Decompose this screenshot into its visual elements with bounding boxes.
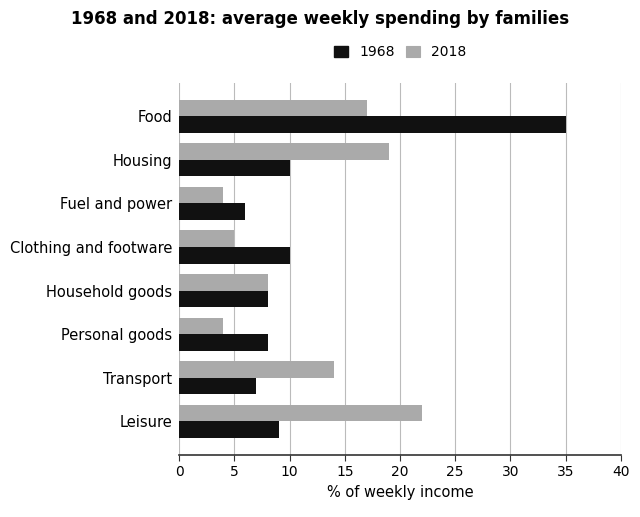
Bar	[179, 274, 268, 291]
Text: 1968 and 2018: average weekly spending by families: 1968 and 2018: average weekly spending b…	[71, 10, 569, 28]
Bar	[179, 334, 268, 351]
Bar	[179, 116, 566, 133]
Bar	[179, 421, 278, 438]
Bar	[179, 405, 422, 421]
Bar	[179, 291, 268, 307]
Bar	[179, 361, 334, 378]
Bar	[179, 143, 389, 160]
Bar	[179, 378, 257, 394]
Bar	[179, 247, 290, 264]
Legend: 1968, 2018: 1968, 2018	[330, 41, 470, 64]
Bar	[179, 187, 223, 203]
Bar	[179, 203, 246, 220]
Bar	[179, 160, 290, 176]
X-axis label: % of weekly income: % of weekly income	[326, 485, 474, 500]
Bar	[179, 231, 234, 247]
Bar	[179, 317, 223, 334]
Bar	[179, 100, 367, 116]
